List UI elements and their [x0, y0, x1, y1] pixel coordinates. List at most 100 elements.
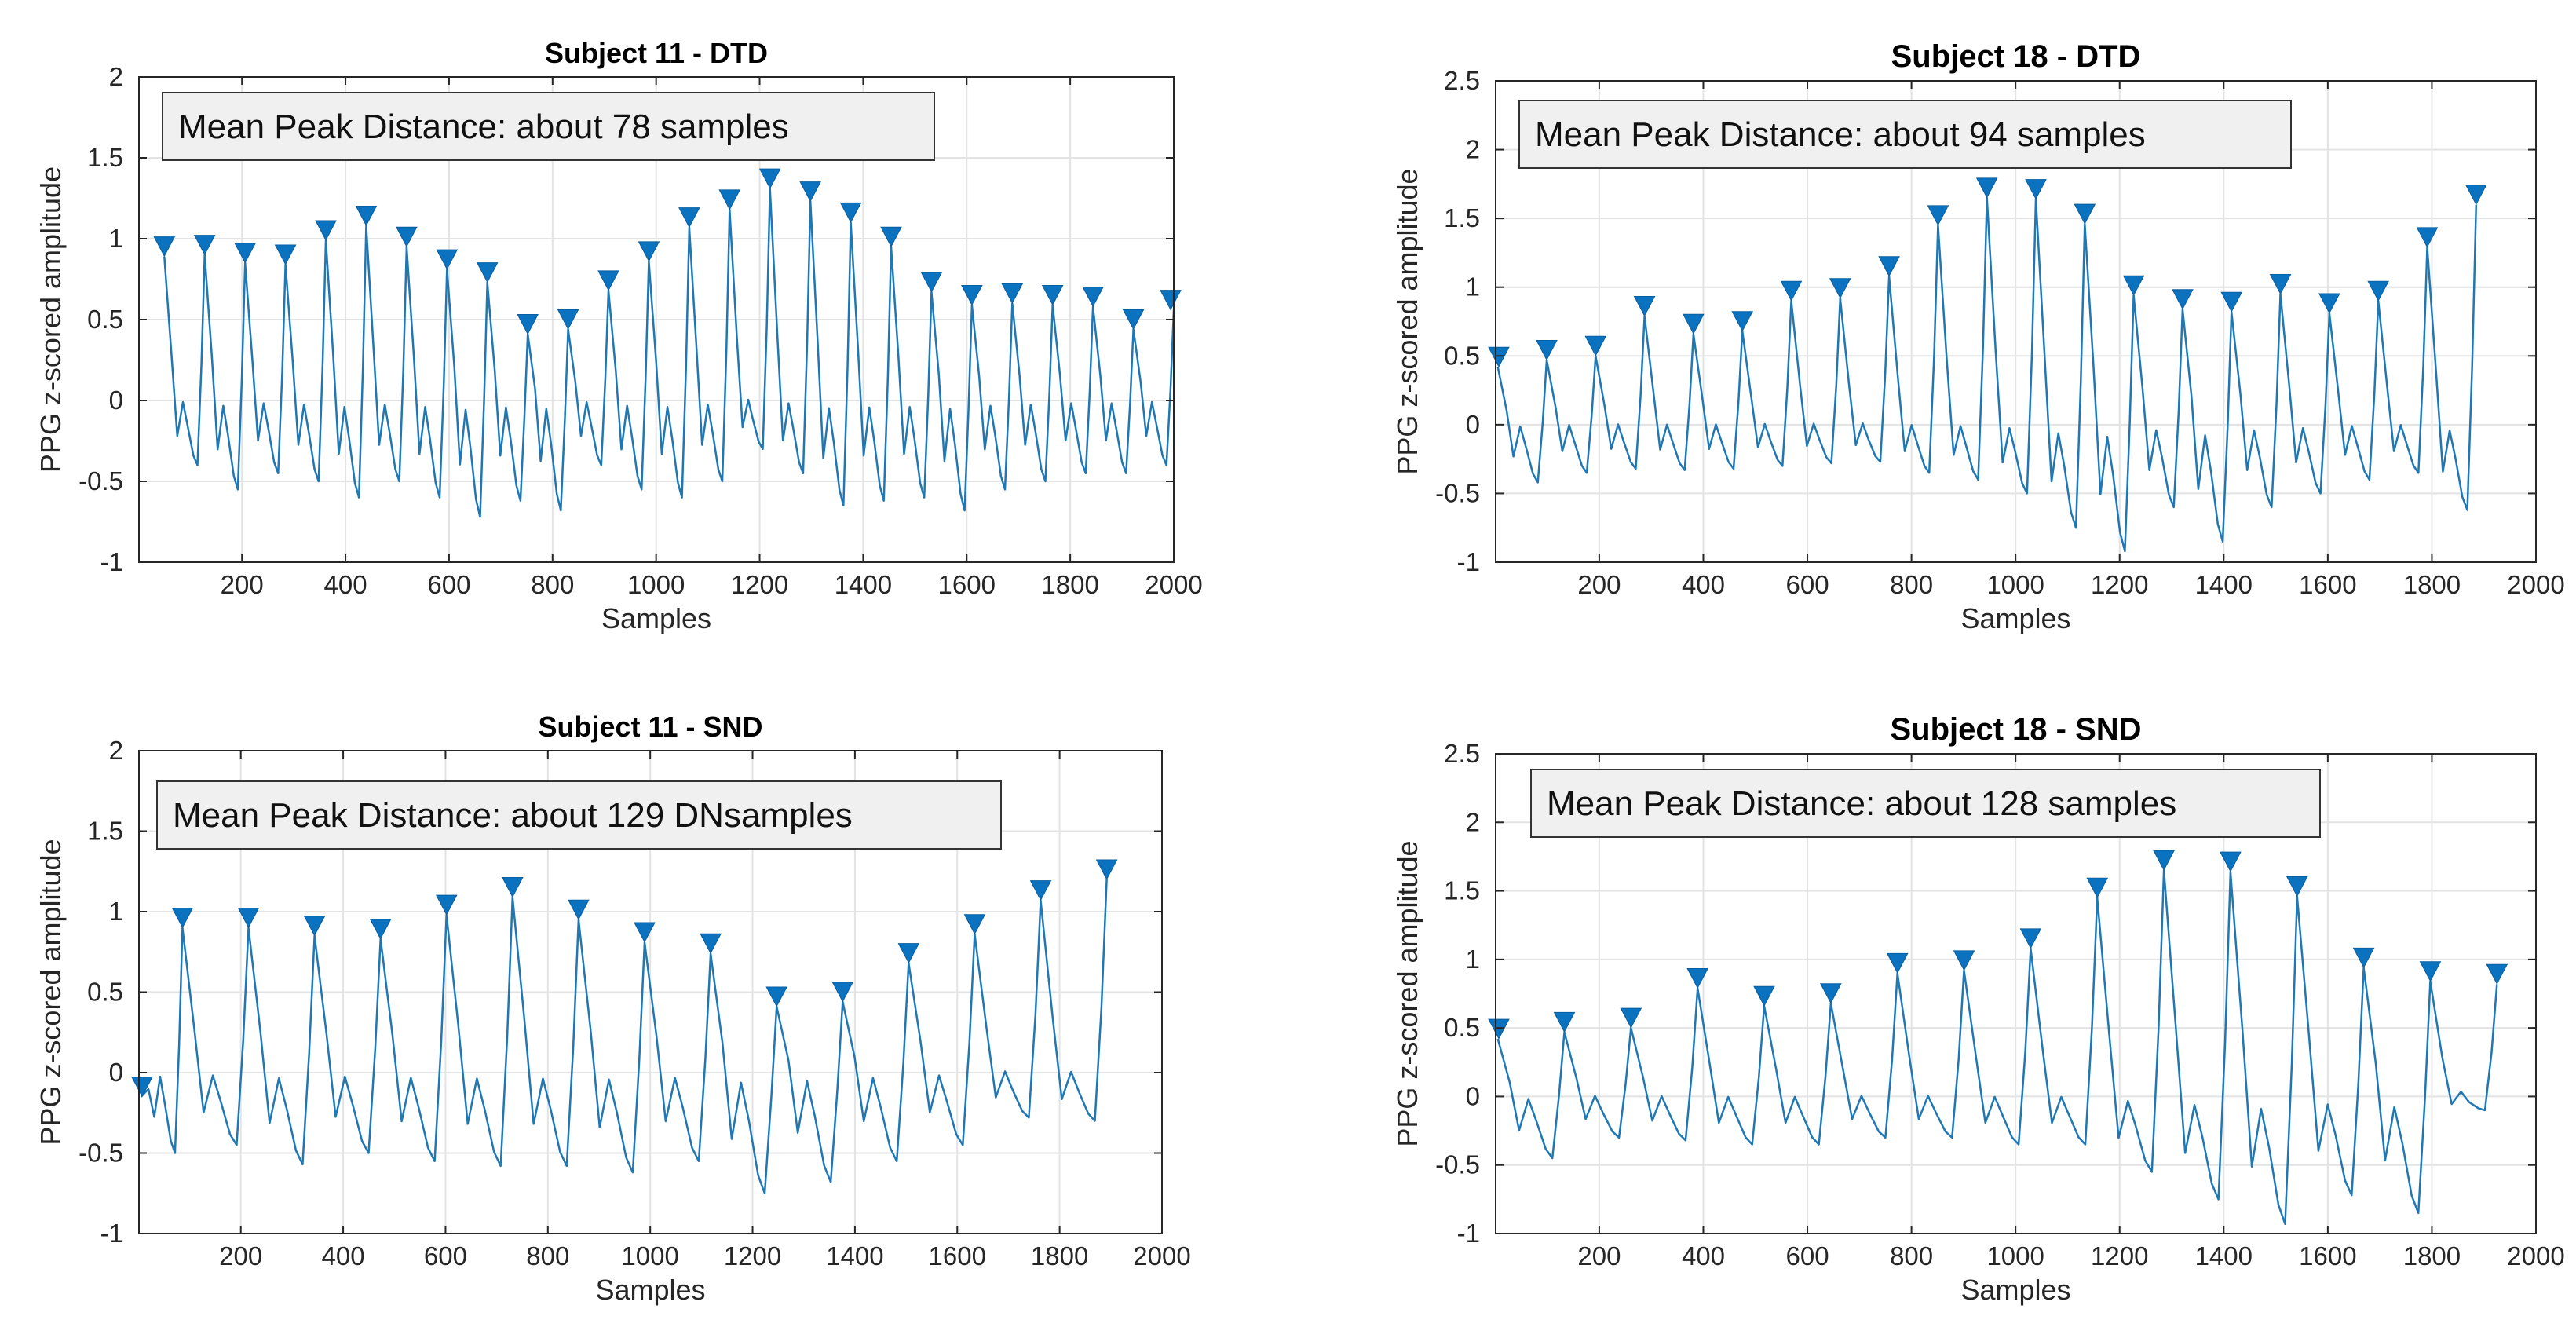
y-tick-label: 1.5	[1444, 876, 1480, 905]
peak-marker-icon	[799, 181, 821, 203]
peak-marker-icon	[961, 284, 983, 306]
x-tick-label: 1000	[1986, 1241, 2044, 1270]
y-tick-label: -1	[100, 1219, 123, 1248]
annotation-text: Mean Peak Distance: about 94 samples	[1535, 115, 2146, 154]
peak-marker-icon	[2172, 289, 2194, 310]
peak-marker-icon	[303, 916, 326, 937]
peak-marker-icon	[1975, 177, 1998, 199]
peak-marker-icon	[638, 241, 660, 262]
peak-marker-icon	[758, 168, 781, 189]
peak-marker-icon	[1122, 309, 1145, 331]
y-tick-label: -1	[1457, 1219, 1480, 1248]
peak-marker-icon	[1536, 340, 1558, 361]
peak-marker-icon	[502, 877, 524, 898]
peak-marker-icon	[557, 309, 579, 331]
x-tick-label: 1600	[2299, 1241, 2356, 1270]
peak-marker-icon	[1488, 1018, 1510, 1040]
peak-marker-icon	[1001, 283, 1024, 305]
peak-marker-icon	[2019, 928, 2042, 949]
x-tick-label: 2000	[2507, 570, 2564, 599]
x-axis-label: Samples	[595, 1274, 705, 1306]
peak-marker-icon	[1584, 335, 1607, 357]
peak-marker-icon	[765, 986, 788, 1007]
peak-marker-icon	[234, 243, 256, 264]
peak-marker-icon	[153, 236, 176, 258]
peak-marker-icon	[1927, 205, 1949, 226]
y-tick-label: 2	[109, 736, 123, 765]
x-tick-label: 400	[1682, 1241, 1725, 1270]
x-tick-label: 1400	[2195, 570, 2253, 599]
x-tick-label: 2000	[2507, 1241, 2564, 1270]
peak-marker-icon	[1082, 287, 1104, 308]
x-tick-label: 800	[531, 570, 574, 599]
peak-marker-icon	[517, 314, 539, 335]
y-tick-label: -1	[100, 547, 123, 576]
peak-marker-icon	[831, 982, 854, 1003]
y-tick-label: 0	[1466, 410, 1480, 439]
x-tick-label: 1000	[621, 1241, 678, 1270]
peak-marker-icon	[1041, 284, 1064, 306]
annotation-box	[162, 92, 935, 161]
x-tick-label: 800	[526, 1241, 569, 1270]
y-tick-label: -0.5	[79, 1139, 123, 1168]
peak-marker-icon	[2352, 947, 2375, 969]
peak-marker-icon	[678, 207, 700, 228]
peak-marker-icon	[568, 899, 590, 921]
y-tick-label: 0.5	[1444, 341, 1480, 370]
y-tick-label: 2.5	[1444, 66, 1480, 95]
peak-marker-icon	[1829, 278, 1851, 299]
peak-marker-icon	[2074, 203, 2096, 225]
y-tick-label: 1.5	[87, 817, 123, 846]
peak-markers	[131, 859, 1118, 1098]
x-tick-label: 400	[1682, 570, 1725, 599]
peak-markers	[1488, 850, 2508, 1040]
x-tick-label: 400	[324, 570, 367, 599]
peak-marker-icon	[1686, 968, 1709, 989]
x-tick-label: 1600	[2299, 570, 2356, 599]
chart-title: Subject 18 - SND	[1890, 712, 2141, 747]
y-tick-label: -0.5	[1435, 1150, 1480, 1179]
peak-marker-icon	[2122, 275, 2145, 296]
y-axis-label: PPG z-scored amplitude	[1391, 168, 1423, 474]
peak-marker-icon	[274, 244, 297, 265]
chart-panel-1: 200 400 600 800 1000 1200 1400 1600 1800 2000 -1 -0…	[35, 37, 1203, 634]
peak-marker-icon	[315, 220, 337, 241]
peak-marker-icon	[880, 226, 902, 248]
y-tick-label: 1.5	[1444, 203, 1480, 232]
y-axis-label: PPG z-scored amplitude	[35, 839, 67, 1145]
x-tick-label: 1600	[938, 570, 996, 599]
ppg-signal-line	[163, 187, 1175, 518]
y-tick-label: 0	[1466, 1081, 1480, 1110]
peak-marker-icon	[1620, 1007, 1642, 1029]
peak-marker-icon	[2153, 850, 2175, 872]
x-tick-label: 1800	[2403, 1241, 2461, 1270]
x-tick-label: 1400	[2195, 1241, 2253, 1270]
peak-marker-icon	[963, 914, 986, 935]
chart-panel-2: 200 400 600 800 1000 1200 1400 1600 1800 2000 -1 -0…	[1391, 39, 2565, 634]
peak-markers	[1488, 177, 2487, 368]
annotation-text: Mean Peak Distance: about 78 samples	[178, 108, 789, 146]
x-tick-label: 600	[1786, 570, 1829, 599]
peak-marker-icon	[1878, 256, 1900, 277]
y-tick-label: 2	[1466, 135, 1480, 164]
peak-marker-icon	[1029, 880, 1052, 901]
y-tick-label: -0.5	[79, 466, 123, 495]
y-tick-label: 1	[109, 897, 123, 926]
y-tick-label: 0.5	[87, 305, 123, 334]
x-tick-label: 200	[221, 570, 264, 599]
peak-marker-icon	[1780, 280, 1803, 302]
peak-marker-icon	[1553, 1011, 1576, 1033]
peak-marker-icon	[1886, 952, 1909, 974]
peak-marker-icon	[396, 226, 418, 248]
peak-marker-icon	[634, 922, 656, 943]
peak-marker-icon	[2220, 291, 2243, 313]
x-tick-label: 800	[1890, 570, 1933, 599]
x-tick-label: 200	[1577, 570, 1621, 599]
y-tick-label: 0	[109, 1058, 123, 1087]
annotation-text: Mean Peak Distance: about 128 samples	[1547, 784, 2176, 823]
peak-marker-icon	[597, 270, 619, 291]
y-tick-label: 0.5	[87, 978, 123, 1007]
peak-marker-icon	[1753, 985, 1775, 1007]
y-tick-label: 2	[109, 62, 123, 91]
peak-marker-icon	[2367, 280, 2389, 302]
